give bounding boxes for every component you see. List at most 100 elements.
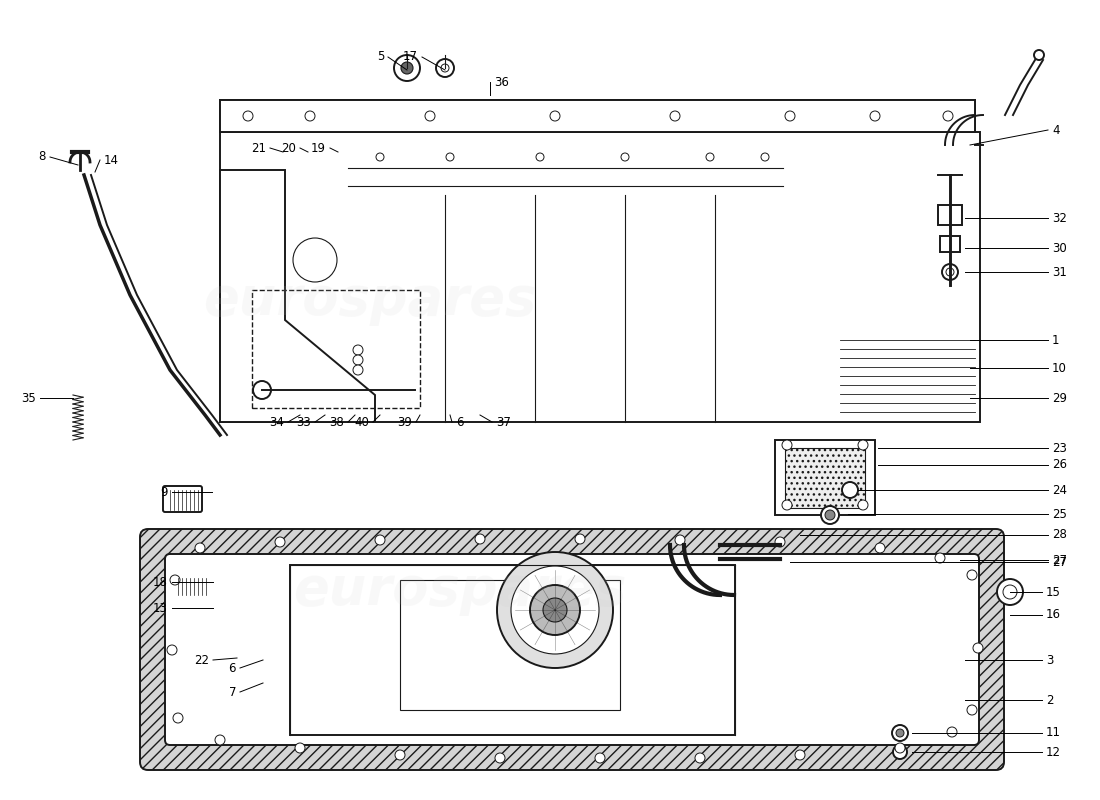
Circle shape — [275, 537, 285, 547]
Circle shape — [305, 111, 315, 121]
Text: 39: 39 — [397, 415, 412, 429]
Circle shape — [1003, 585, 1018, 599]
Circle shape — [425, 111, 435, 121]
Circle shape — [550, 111, 560, 121]
FancyBboxPatch shape — [220, 100, 975, 132]
Text: 31: 31 — [1052, 266, 1067, 278]
Circle shape — [870, 111, 880, 121]
Circle shape — [974, 643, 983, 653]
Text: 1: 1 — [1052, 334, 1059, 346]
Text: 6: 6 — [229, 662, 236, 674]
Circle shape — [173, 713, 183, 723]
Text: eurospares: eurospares — [204, 274, 537, 326]
Text: 32: 32 — [1052, 211, 1067, 225]
Text: 4: 4 — [1052, 123, 1059, 137]
Bar — [220, 132, 980, 422]
Text: 12: 12 — [1046, 746, 1062, 758]
Text: 10: 10 — [1052, 362, 1067, 374]
Text: 7: 7 — [229, 686, 236, 698]
Circle shape — [376, 153, 384, 161]
Text: 26: 26 — [1052, 458, 1067, 471]
Text: 13: 13 — [153, 602, 168, 614]
Circle shape — [695, 753, 705, 763]
Bar — [290, 565, 735, 735]
Circle shape — [185, 607, 195, 617]
Circle shape — [675, 535, 685, 545]
Circle shape — [896, 729, 904, 737]
Circle shape — [935, 553, 945, 563]
Circle shape — [785, 111, 795, 121]
Text: 29: 29 — [1052, 391, 1067, 405]
Circle shape — [395, 750, 405, 760]
Circle shape — [893, 745, 907, 759]
FancyBboxPatch shape — [173, 575, 209, 597]
Circle shape — [543, 598, 566, 622]
FancyBboxPatch shape — [140, 529, 1004, 770]
Circle shape — [761, 153, 769, 161]
Text: 9: 9 — [161, 486, 168, 498]
Circle shape — [892, 725, 907, 741]
Circle shape — [475, 534, 485, 544]
FancyBboxPatch shape — [938, 205, 962, 225]
Circle shape — [595, 753, 605, 763]
Text: 3: 3 — [1046, 654, 1054, 666]
Circle shape — [353, 355, 363, 365]
FancyBboxPatch shape — [165, 554, 979, 745]
Text: 40: 40 — [354, 415, 368, 429]
Circle shape — [536, 153, 544, 161]
Text: 15: 15 — [1046, 586, 1060, 598]
Circle shape — [170, 575, 180, 585]
Text: 6: 6 — [456, 415, 463, 429]
Circle shape — [495, 753, 505, 763]
Circle shape — [353, 365, 363, 375]
Polygon shape — [220, 100, 975, 132]
Circle shape — [947, 727, 957, 737]
Polygon shape — [220, 170, 375, 422]
FancyBboxPatch shape — [940, 236, 960, 252]
Circle shape — [530, 585, 580, 635]
Circle shape — [895, 743, 905, 753]
Text: 33: 33 — [296, 415, 311, 429]
Circle shape — [795, 750, 805, 760]
Text: 38: 38 — [329, 415, 344, 429]
Circle shape — [394, 55, 420, 81]
Circle shape — [253, 381, 271, 399]
Circle shape — [782, 500, 792, 510]
Circle shape — [295, 743, 305, 753]
Bar — [400, 580, 620, 710]
Circle shape — [782, 440, 792, 450]
FancyBboxPatch shape — [163, 486, 202, 512]
Text: 16: 16 — [1046, 609, 1062, 622]
Text: 14: 14 — [104, 154, 119, 166]
Circle shape — [167, 645, 177, 655]
Circle shape — [776, 537, 785, 547]
Circle shape — [997, 579, 1023, 605]
Text: 11: 11 — [1046, 726, 1062, 739]
Circle shape — [497, 552, 613, 668]
Circle shape — [825, 510, 835, 520]
Bar — [776, 440, 875, 515]
Text: 37: 37 — [496, 415, 510, 429]
Circle shape — [195, 543, 205, 553]
Bar — [252, 290, 420, 408]
Text: 8: 8 — [39, 150, 46, 163]
Circle shape — [706, 153, 714, 161]
Circle shape — [670, 111, 680, 121]
Circle shape — [967, 570, 977, 580]
Circle shape — [874, 543, 886, 553]
Text: 27: 27 — [1052, 554, 1067, 566]
Text: 34: 34 — [270, 415, 284, 429]
Text: eurospares: eurospares — [294, 564, 627, 616]
Text: 2: 2 — [1046, 694, 1054, 706]
Bar — [785, 448, 865, 508]
Text: 30: 30 — [1052, 242, 1067, 254]
Text: 19: 19 — [311, 142, 326, 154]
Text: 18: 18 — [153, 575, 168, 589]
Circle shape — [512, 566, 600, 654]
Circle shape — [441, 64, 449, 72]
Circle shape — [243, 111, 253, 121]
FancyBboxPatch shape — [348, 150, 783, 168]
Circle shape — [842, 482, 858, 498]
Circle shape — [943, 111, 953, 121]
Text: 35: 35 — [21, 391, 36, 405]
